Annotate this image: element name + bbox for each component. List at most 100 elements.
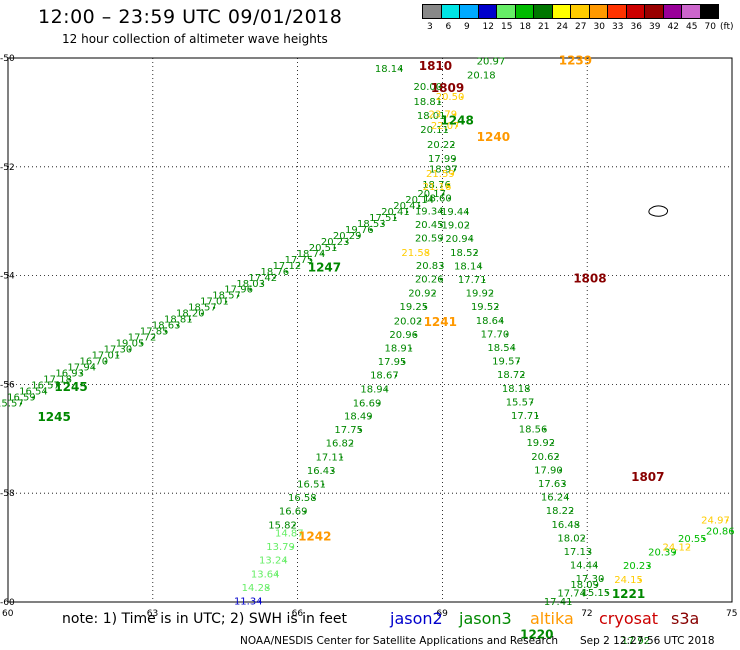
wave-height-dot [176,324,179,327]
wave-height-value: 20.83 [416,261,445,272]
wave-height-value: 16.57 [31,380,60,391]
wave-height-value: 20.51 [309,243,338,254]
wave-height-value: 18.14 [375,64,404,75]
lat-tick-label: -60 [0,598,15,608]
wave-height-dot [258,600,262,603]
pass-time-label: 1809 [431,81,464,95]
wave-height-dot [140,342,143,345]
wave-height-value: 20.96 [389,330,418,341]
wave-height-value: 16.58 [288,493,317,504]
wave-height-value: 19.05 [116,339,145,350]
wave-height-dot [438,100,441,104]
wave-height-dot [331,469,334,472]
wave-height-value: 16.93 [55,369,84,380]
wave-height-value: 20.55 [678,534,707,545]
wave-height-dot [495,306,499,309]
lon-tick-label: 66 [292,609,304,619]
wave-height-dot [424,306,427,309]
wave-height-value: 19.76 [345,225,374,236]
wave-height-value: 20.86 [706,526,735,537]
wave-height-dot [455,124,458,128]
wave-height-value: 20.00 [414,82,443,93]
wave-height-value: 16.69 [279,507,308,518]
legend-altika: altika [530,609,574,628]
wave-height-value: 16.82 [326,439,355,450]
wave-height-value: 15.82 [268,520,297,531]
wave-height-dot [312,496,316,500]
wave-height-value: 18.81 [164,315,193,326]
wave-height-dot [293,524,296,527]
wave-height-dot [31,396,35,399]
wave-height-value: 17.74 [557,588,586,599]
wave-height-value: 20.17 [417,189,446,200]
wave-height-dot [466,224,469,227]
wave-height-dot [297,264,300,267]
pass-time-label: 1242 [298,530,331,544]
wave-height-value: 20.23 [623,561,652,572]
wave-height-value: 20.94 [445,234,474,245]
wave-height-dot [440,264,444,267]
wave-height-value: 19.92 [526,438,555,449]
wave-height-dot [582,592,585,595]
scale-label: 21 [538,22,550,32]
page-subtitle: 12 hour collection of altimeter wave hei… [62,32,328,46]
wave-height-dot [414,333,417,336]
lon-tick-label: 72 [581,609,592,619]
wave-height-dot [433,292,436,295]
wave-height-dot [385,388,388,391]
scale-label: 30 [593,22,605,32]
wave-height-value: 18.01 [417,111,446,122]
wave-height-value: 17.11 [316,452,345,463]
wave-height-dot [639,579,642,582]
wave-height-dot [128,348,131,351]
wave-height-value: 20.39 [648,547,677,558]
wave-height-dot [116,354,119,357]
wave-height-value: 20.41 [381,207,410,218]
wave-height-dot [426,251,429,254]
wave-height-dot [439,223,443,227]
wave-height-value: 15.57 [0,398,24,409]
wave-height-dot [68,378,71,381]
wave-height-dot [321,252,324,255]
wave-height-value: 11.34 [234,596,263,607]
wave-height-dot [438,85,441,88]
wave-height-dot [44,390,47,393]
wave-height-value: 17.72 [128,333,157,344]
lat-tick-label: -52 [0,163,15,173]
wave-height-value: 20.29 [333,231,362,242]
lat-tick-label: -54 [0,272,15,282]
wave-height-dot [442,192,445,196]
wave-height-value: 17.95 [378,357,407,368]
wave-height-value: 17.41 [544,597,573,608]
island-outline [648,205,669,217]
wave-height-value: 18.76 [422,180,451,191]
wave-height-value: 17.63 [538,479,567,490]
wave-height-dot [273,276,276,279]
wave-height-value: 15.15 [581,588,610,599]
wave-height-value: 19.25 [400,302,429,313]
wave-height-value: 13.79 [266,542,295,553]
wave-height-dot [345,240,348,243]
wave-height-value: 17.30 [104,345,133,356]
scale-label: 70 [704,22,716,32]
scale-label: 27 [575,22,587,32]
wave-height-dot [568,600,571,604]
wave-height-value: 19.57 [492,357,521,368]
wave-height-dot [249,288,252,291]
pass-time-label: 1245 [37,410,70,424]
wave-height-dot [535,414,539,418]
wave-height-dot [402,360,405,364]
wave-height-value: 16.51 [297,479,326,490]
wave-height-value: 16.69 [353,398,382,409]
footer-note: note: 1) Time is in UTC; 2) SWH is in fe… [62,611,348,627]
wave-height-value: 18.49 [344,411,373,422]
wave-height-value: 21.16 [423,182,452,193]
wave-height-dot [200,312,204,315]
pass-time-label: 1810 [419,59,452,73]
wave-height-dot [582,537,585,540]
wave-height-value: 18.94 [360,384,389,395]
wave-height-value: 16.59 [7,392,36,403]
wave-height-value: 18.67 [370,371,399,382]
wave-height-dot [261,282,264,285]
